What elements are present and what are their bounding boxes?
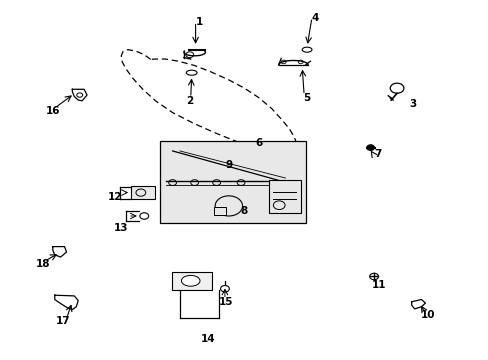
Text: 10: 10 bbox=[420, 310, 434, 320]
Circle shape bbox=[215, 196, 242, 216]
Text: 14: 14 bbox=[200, 334, 215, 344]
Bar bbox=[269, 180, 301, 213]
Text: 3: 3 bbox=[409, 99, 416, 109]
Text: 12: 12 bbox=[107, 192, 122, 202]
Text: 13: 13 bbox=[114, 222, 128, 233]
Bar bbox=[214, 207, 226, 215]
Text: 6: 6 bbox=[255, 138, 262, 148]
Text: 15: 15 bbox=[218, 297, 233, 307]
Bar bbox=[160, 141, 305, 223]
Text: 8: 8 bbox=[241, 206, 247, 216]
Circle shape bbox=[366, 145, 374, 150]
Text: 18: 18 bbox=[36, 258, 50, 269]
Text: 17: 17 bbox=[56, 316, 71, 326]
Text: 16: 16 bbox=[45, 106, 60, 116]
Text: 2: 2 bbox=[186, 96, 193, 106]
Text: 4: 4 bbox=[311, 13, 319, 23]
Text: 9: 9 bbox=[225, 160, 232, 170]
Bar bbox=[131, 186, 154, 199]
Text: 1: 1 bbox=[196, 17, 203, 27]
Text: 7: 7 bbox=[373, 149, 381, 159]
Text: 11: 11 bbox=[371, 280, 386, 290]
Text: 5: 5 bbox=[303, 93, 310, 103]
Bar bbox=[172, 272, 212, 290]
Ellipse shape bbox=[181, 275, 200, 286]
